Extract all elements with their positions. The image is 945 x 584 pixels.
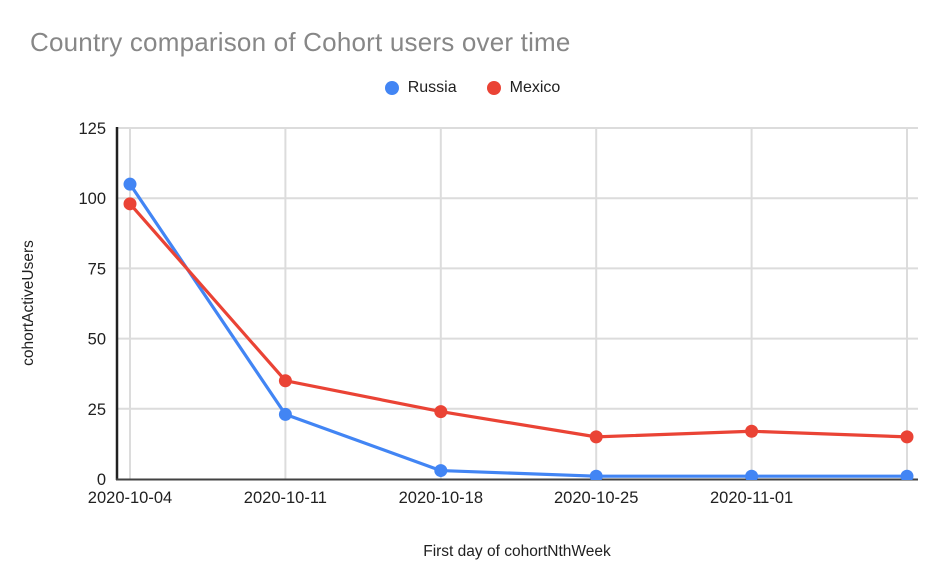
legend-item-russia: Russia [384, 79, 457, 97]
series-line-mexico [128, 202, 909, 439]
data-point-russia [589, 469, 603, 480]
series-layer [123, 177, 914, 480]
data-point-mexico [278, 374, 292, 388]
data-point-mexico [589, 430, 603, 444]
data-point-russia [123, 177, 137, 191]
chart-legend: Russia Mexico [0, 79, 945, 97]
chart-title: Country comparison of Cohort users over … [30, 27, 571, 57]
data-point-russia [745, 469, 759, 480]
x-tick-label: 2020-10-25 [554, 489, 638, 507]
data-point-mexico [745, 424, 759, 438]
legend-swatch-mexico-icon [486, 81, 501, 95]
legend-label-mexico: Mexico [509, 79, 561, 96]
legend-item-mexico: Mexico [486, 79, 561, 97]
tick-labels: 0 25 50 75 100 125 2020-10-04 2020-10-11 2020-10… [78, 120, 793, 507]
series-line-russia [128, 182, 909, 478]
y-tick-label: 0 [97, 471, 106, 489]
x-tick-label: 2020-11-01 [710, 489, 793, 507]
data-point-russia [278, 407, 292, 421]
x-tick-label: 2020-10-18 [399, 489, 483, 507]
legend-swatch-russia-icon [384, 81, 399, 95]
y-tick-label: 50 [88, 331, 106, 349]
x-tick-label: 2020-10-11 [244, 489, 327, 507]
y-tick-label: 125 [78, 120, 106, 138]
data-point-mexico [900, 430, 914, 444]
data-point-russia [434, 464, 448, 478]
y-axis-title: cohortActiveUsers [20, 240, 37, 366]
x-axis-title: First day of cohortNthWeek [423, 543, 611, 560]
data-point-russia [900, 469, 914, 480]
x-tick-label: 2020-10-04 [88, 489, 172, 507]
y-tick-label: 100 [78, 190, 106, 208]
legend-label-russia: Russia [407, 79, 457, 96]
gridlines [117, 127, 918, 479]
y-tick-label: 75 [88, 260, 106, 278]
axis-lines [115, 127, 918, 481]
y-tick-label: 25 [88, 401, 106, 419]
data-point-mexico [434, 405, 448, 419]
data-point-mexico [123, 197, 137, 211]
